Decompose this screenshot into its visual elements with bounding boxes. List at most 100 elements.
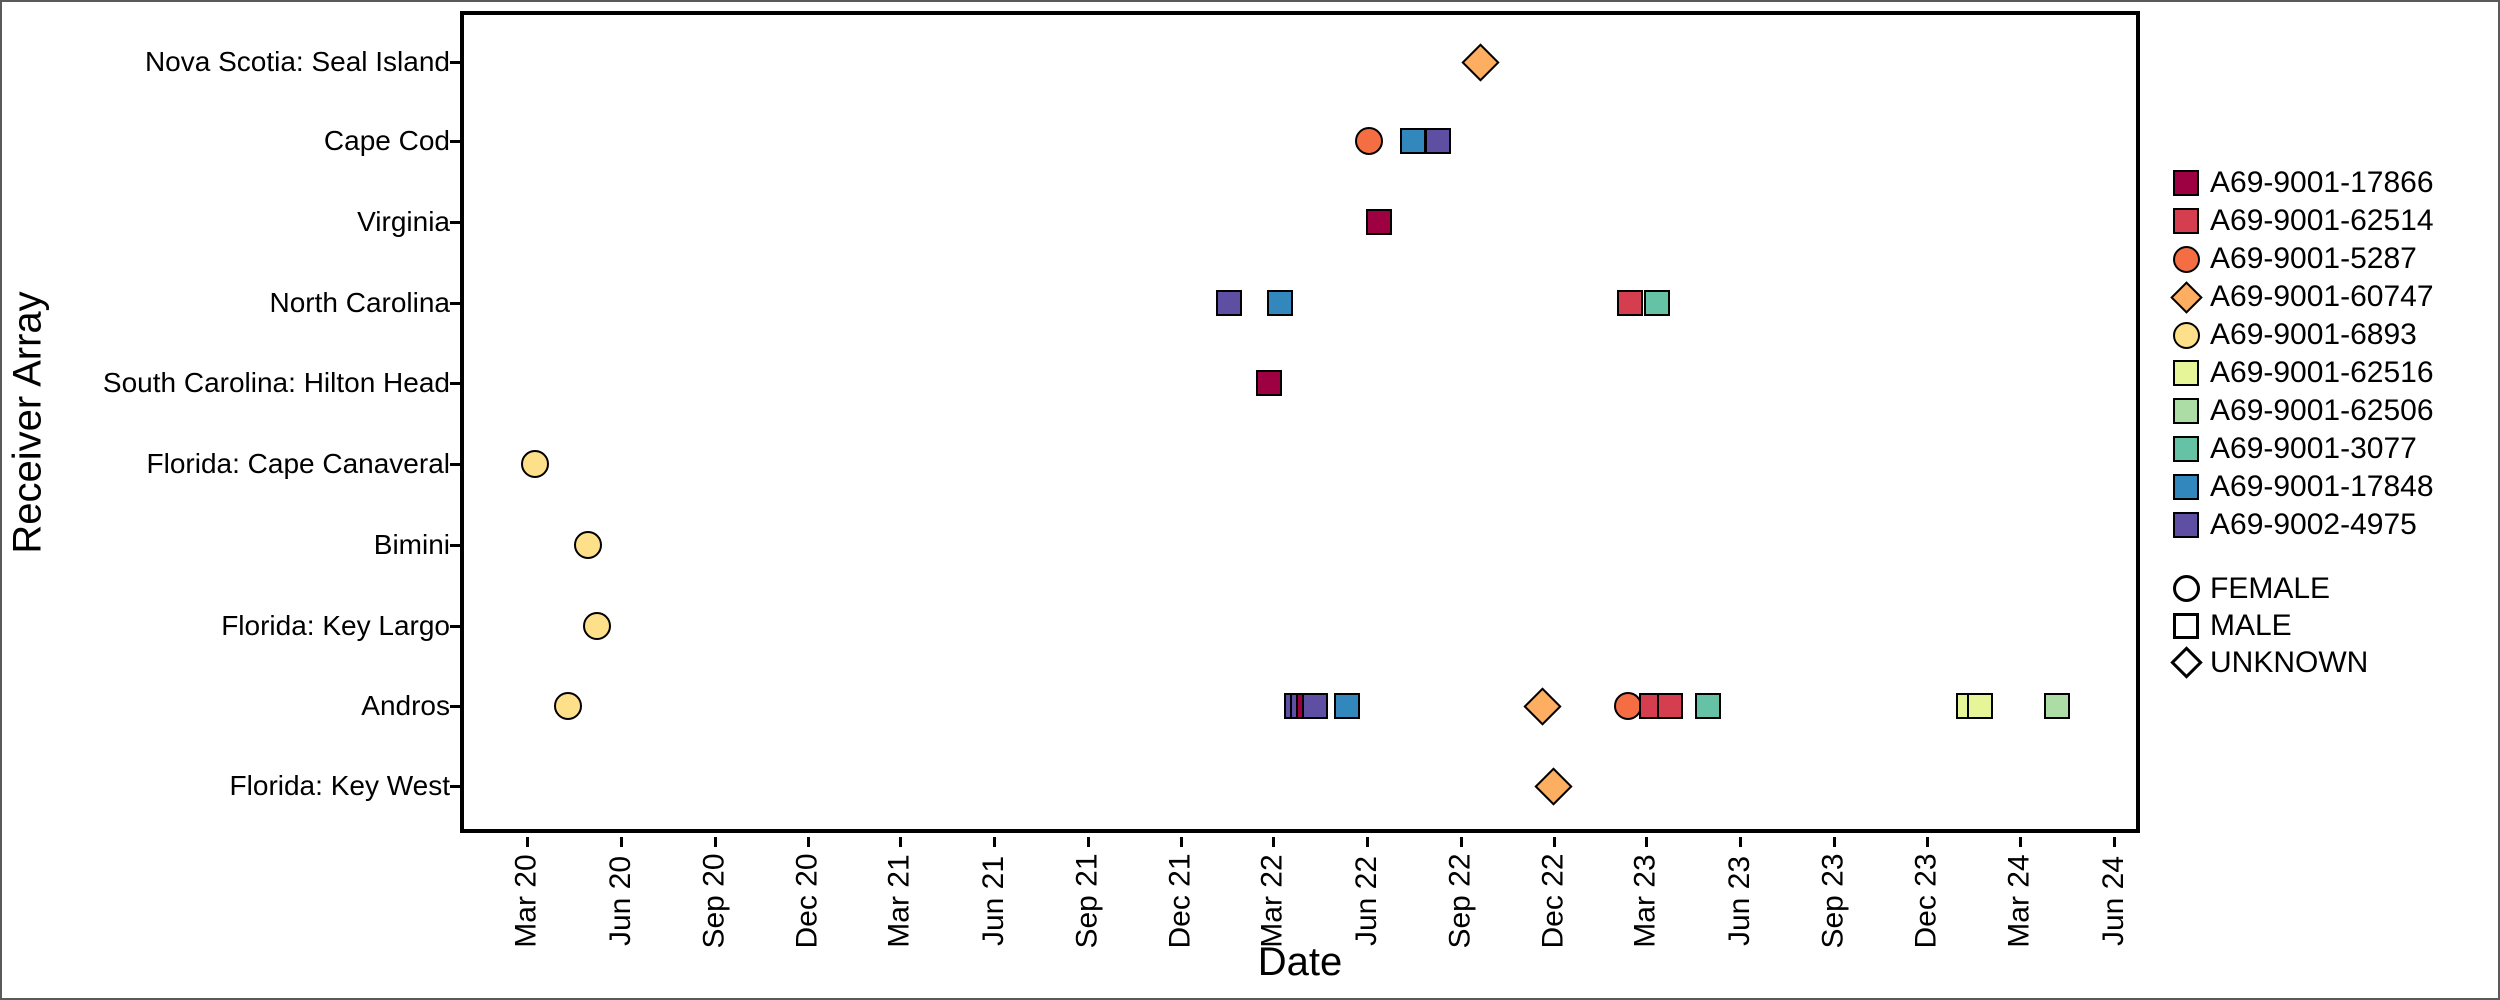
legend-square-swatch <box>2173 474 2199 500</box>
legend-swatch-box <box>2168 280 2204 314</box>
data-point-square <box>1366 209 1392 235</box>
x-tick-label: Dec 22 <box>1537 853 1570 949</box>
x-tick-label: Jun 23 <box>1723 855 1757 947</box>
x-tick-label: Sep 20 <box>698 853 731 949</box>
data-point-square <box>1644 290 1670 316</box>
legend-sex-label: FEMALE <box>2210 571 2331 605</box>
legend-tag-item: A69-9001-62506 <box>2168 392 2434 430</box>
legend-swatch-box <box>2168 512 2204 538</box>
x-tick-label: Dec 21 <box>1164 853 1197 949</box>
y-tick-mark <box>450 462 460 466</box>
legend-square-swatch <box>2173 436 2199 462</box>
x-tick-mark <box>713 837 717 847</box>
legend-circle-swatch <box>2172 245 2200 273</box>
legend-sex-item: MALE <box>2168 607 2368 644</box>
y-tick-mark <box>450 139 460 143</box>
legend-tag-item: A69-9001-5287 <box>2168 240 2434 278</box>
legend-tag-item: A69-9001-17866 <box>2168 164 2434 202</box>
legend-swatch-box <box>2168 208 2204 234</box>
data-point-square <box>1216 290 1242 316</box>
x-tick-label: Mar 24 <box>2003 854 2036 948</box>
x-tick-mark <box>1644 837 1648 847</box>
legend-circle-swatch <box>2172 321 2200 349</box>
legend-swatch-box <box>2168 360 2204 386</box>
x-tick-label: Jun 20 <box>604 855 638 947</box>
legend-tag-item: A69-9001-6893 <box>2168 316 2434 354</box>
x-tick-mark <box>2112 837 2116 847</box>
x-tick-mark <box>1832 837 1836 847</box>
x-tick-mark <box>898 837 902 847</box>
legend-square-swatch <box>2173 170 2199 196</box>
x-tick-mark <box>1179 837 1183 847</box>
data-point-square <box>1617 290 1643 316</box>
data-point-circle <box>574 531 602 559</box>
legend-tag-label: A69-9001-62514 <box>2210 204 2434 237</box>
legend-square-outline <box>2173 612 2199 639</box>
y-tick-mark <box>450 60 460 64</box>
legend-tag-label: A69-9001-60747 <box>2210 280 2434 313</box>
x-tick-label: Mar 21 <box>883 854 916 948</box>
legend-square-swatch <box>2173 512 2199 538</box>
y-tick-label: Nova Scotia: Seal Island <box>144 46 450 77</box>
y-tick-label: South Carolina: Hilton Head <box>102 367 450 398</box>
x-tick-mark <box>1738 837 1742 847</box>
legend-diamond-outline <box>2169 646 2203 679</box>
x-tick-label: Mar 22 <box>1256 854 1289 948</box>
legend-tag-item: A69-9001-62514 <box>2168 202 2434 240</box>
legend-square-swatch <box>2173 398 2199 424</box>
data-point-circle <box>521 450 549 478</box>
legend-tag-label: A69-9002-4975 <box>2210 508 2417 541</box>
legend-swatch-box <box>2168 398 2204 424</box>
y-tick-mark <box>450 220 460 224</box>
y-tick-label: North Carolina <box>269 287 450 318</box>
y-tick-mark <box>450 624 460 628</box>
legend-swatch-box <box>2168 436 2204 462</box>
data-point-square <box>1425 128 1451 154</box>
x-tick-label: Mar 20 <box>510 854 543 948</box>
x-tick-mark <box>2018 837 2022 847</box>
data-point-circle <box>1614 692 1642 720</box>
legend-tag-item: A69-9001-62516 <box>2168 354 2434 392</box>
legend-tag-item: A69-9002-4975 <box>2168 506 2434 544</box>
legend-diamond-swatch <box>2169 280 2203 314</box>
y-tick-label: Florida: Cape Canaveral <box>146 448 451 479</box>
legend-square-swatch <box>2173 360 2199 386</box>
x-tick-label: Jun 21 <box>977 855 1011 947</box>
x-tick-label: Sep 21 <box>1071 853 1104 949</box>
y-tick-mark <box>450 784 460 788</box>
data-point-square <box>1334 693 1360 719</box>
data-point-square <box>2044 693 2070 719</box>
x-tick-label: Jun 24 <box>2097 855 2131 947</box>
legend-tags: A69-9001-17866 A69-9001-62514 A69-9001-528… <box>2168 164 2434 544</box>
x-tick-mark <box>992 837 996 847</box>
legend-swatch-box <box>2168 170 2204 196</box>
legend-sex-label: UNKNOWN <box>2210 645 2369 679</box>
x-tick-label: Mar 23 <box>1629 854 1662 948</box>
y-tick-mark <box>450 301 460 305</box>
data-point-square <box>1967 693 1993 719</box>
x-tick-mark <box>806 837 810 847</box>
x-tick-mark <box>1271 837 1275 847</box>
y-tick-label: Florida: Key Largo <box>221 610 450 641</box>
y-tick-label: Bimini <box>373 529 450 560</box>
legend-swatch-box <box>2168 575 2204 602</box>
legend-tag-item: A69-9001-17848 <box>2168 468 2434 506</box>
legend-circle-outline <box>2172 575 2200 602</box>
x-tick-mark <box>1552 837 1556 847</box>
x-axis-title: Date <box>1257 939 1343 984</box>
x-tick-mark <box>1459 837 1463 847</box>
x-tick-label: Dec 20 <box>791 853 824 949</box>
legend-tag-label: A69-9001-3077 <box>2210 432 2417 465</box>
y-tick-label: Cape Cod <box>323 125 450 156</box>
legend-tag-label: A69-9001-17848 <box>2210 470 2434 503</box>
y-tick-label: Virginia <box>357 206 450 237</box>
x-tick-label: Jun 22 <box>1350 855 1384 947</box>
y-tick-label: Andros <box>361 690 450 721</box>
legend-tag-label: A69-9001-5287 <box>2210 242 2417 275</box>
data-point-square <box>1267 290 1293 316</box>
legend-swatch-box <box>2168 474 2204 500</box>
x-tick-mark <box>1365 837 1369 847</box>
legend-sex-item: UNKNOWN <box>2168 644 2368 681</box>
legend-swatch-box <box>2168 245 2204 273</box>
